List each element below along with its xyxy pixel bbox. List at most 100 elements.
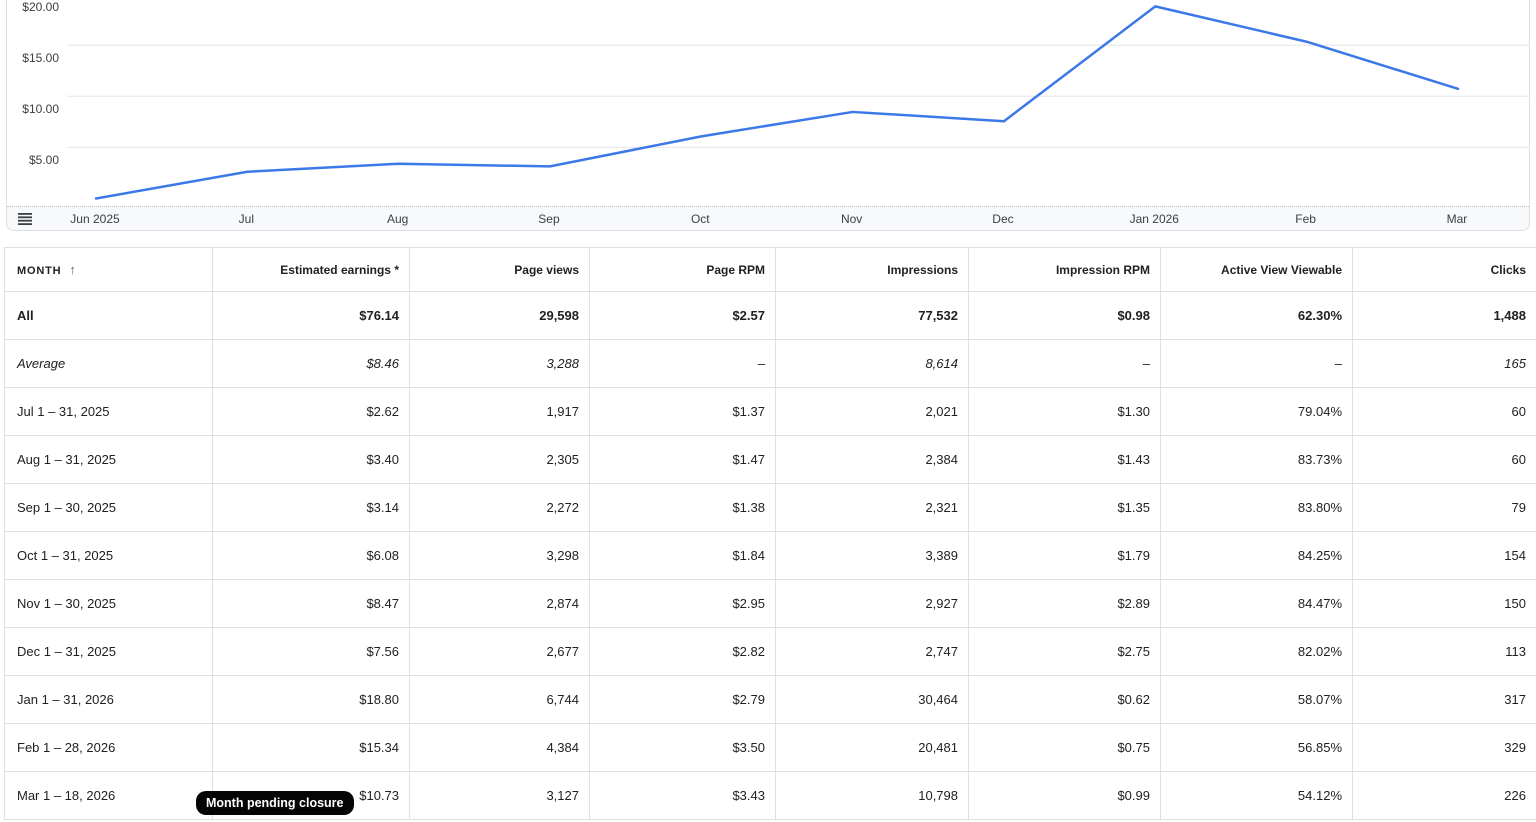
x-axis-tick-label: Sep <box>538 212 560 226</box>
cell-estimated-earnings: $2.62 <box>212 387 410 436</box>
cell-page-views: 6,744 <box>409 675 590 724</box>
cell-clicks: 165 <box>1352 339 1536 388</box>
cell-month: All <box>4 291 213 340</box>
cell-estimated-earnings: $3.40 <box>212 435 410 484</box>
cell-clicks: 79 <box>1352 483 1536 532</box>
cell-month: Mar 1 – 18, 2026 <box>4 771 213 820</box>
table-row-month: Feb 1 – 28, 2026 $15.34 4,384 $3.50 20,481 $0… <box>4 723 1536 772</box>
column-header-clicks[interactable]: Clicks <box>1352 247 1536 292</box>
cell-active-view-viewable: 54.12% <box>1160 771 1353 820</box>
cell-impression-rpm: $2.75 <box>968 627 1161 676</box>
cell-page-views: 2,677 <box>409 627 590 676</box>
chart-table-toggle-icon[interactable] <box>17 213 33 225</box>
cell-clicks: 113 <box>1352 627 1536 676</box>
cell-page-rpm: $1.84 <box>589 531 776 580</box>
cell-estimated-earnings: $3.14 <box>212 483 410 532</box>
chart-plot-area[interactable] <box>67 0 1527 206</box>
x-axis-tick-label: Jan 2026 <box>1129 212 1179 226</box>
cell-page-rpm: $2.57 <box>589 291 776 340</box>
cell-month: Nov 1 – 30, 2025 <box>4 579 213 628</box>
cell-page-views: 3,288 <box>409 339 590 388</box>
cell-impression-rpm: – <box>968 339 1161 388</box>
cell-active-view-viewable: 84.47% <box>1160 579 1353 628</box>
cell-impressions: 2,384 <box>775 435 969 484</box>
earnings-chart-card: $20.00 $15.00 $10.00 $5.00 Jun 2025 Jul Aug Se… <box>6 0 1530 231</box>
chart-x-axis-strip: Jun 2025 Jul Aug Sep Oct Nov Dec Jan 2026 Feb Mar <box>7 206 1529 230</box>
column-header-active-view-viewable[interactable]: Active View Viewable <box>1160 247 1353 292</box>
cell-page-rpm: $1.37 <box>589 387 776 436</box>
cell-active-view-viewable: 58.07% <box>1160 675 1353 724</box>
cell-impression-rpm: $1.79 <box>968 531 1161 580</box>
column-header-label: Active View Viewable <box>1221 262 1342 277</box>
x-axis-tick-label: Dec <box>992 212 1014 226</box>
column-header-label: MONTH <box>17 265 62 277</box>
cell-page-rpm: $2.82 <box>589 627 776 676</box>
column-header-estimated-earnings[interactable]: Estimated earnings * <box>212 247 410 292</box>
table-row-month: Aug 1 – 31, 2025 $3.40 2,305 $1.47 2,384 $1.4… <box>4 435 1536 484</box>
column-header-label: Impression RPM <box>1055 262 1150 277</box>
table-row-total: All $76.14 29,598 $2.57 77,532 $0.98 62.30% 1,4… <box>4 291 1536 340</box>
cell-page-rpm: $1.38 <box>589 483 776 532</box>
cell-month: Dec 1 – 31, 2025 <box>4 627 213 676</box>
cell-active-view-viewable: – <box>1160 339 1353 388</box>
cell-active-view-viewable: 83.80% <box>1160 483 1353 532</box>
y-axis: $20.00 $15.00 $10.00 $5.00 <box>1 0 59 208</box>
cell-page-rpm: $1.47 <box>589 435 776 484</box>
table-row-month: Dec 1 – 31, 2025 $7.56 2,677 $2.82 2,747 $2.7… <box>4 627 1536 676</box>
cell-impressions: 2,927 <box>775 579 969 628</box>
cell-page-views: 2,305 <box>409 435 590 484</box>
cell-page-views: 3,298 <box>409 531 590 580</box>
column-header-impression-rpm[interactable]: Impression RPM <box>968 247 1161 292</box>
x-axis-tick-label: Jul <box>238 212 254 226</box>
cell-impression-rpm: $1.30 <box>968 387 1161 436</box>
cell-page-rpm: $2.95 <box>589 579 776 628</box>
column-header-impressions[interactable]: Impressions <box>775 247 969 292</box>
cell-active-view-viewable: 62.30% <box>1160 291 1353 340</box>
list-lines-icon <box>18 213 32 225</box>
cell-clicks: 150 <box>1352 579 1536 628</box>
y-axis-tick-label: $20.00 <box>22 0 59 15</box>
table-row-month: Jan 1 – 31, 2026 $18.80 6,744 $2.79 30,464 $0… <box>4 675 1536 724</box>
month-pending-closure-tooltip: Month pending closure <box>196 791 354 815</box>
cell-month: Oct 1 – 31, 2025 <box>4 531 213 580</box>
cell-page-views: 3,127 <box>409 771 590 820</box>
cell-active-view-viewable: 56.85% <box>1160 723 1353 772</box>
sort-ascending-icon: ↑ <box>69 262 76 277</box>
cell-clicks: 60 <box>1352 387 1536 436</box>
column-header-page-views[interactable]: Page views <box>409 247 590 292</box>
cell-month: Average <box>4 339 213 388</box>
cell-page-rpm: $2.79 <box>589 675 776 724</box>
cell-month: Sep 1 – 30, 2025 <box>4 483 213 532</box>
x-axis-tick-label: Nov <box>840 212 863 226</box>
cell-clicks: 154 <box>1352 531 1536 580</box>
cell-impressions: 2,321 <box>775 483 969 532</box>
cell-month: Jul 1 – 31, 2025 <box>4 387 213 436</box>
cell-page-rpm: $3.43 <box>589 771 776 820</box>
cell-page-rpm: – <box>589 339 776 388</box>
column-header-label: Clicks <box>1490 262 1526 277</box>
cell-clicks: 317 <box>1352 675 1536 724</box>
cell-estimated-earnings: $7.56 <box>212 627 410 676</box>
table-row-month: Jul 1 – 31, 2025 $2.62 1,917 $1.37 2,021 $1.3… <box>4 387 1536 436</box>
table-row-month: Nov 1 – 30, 2025 $8.47 2,874 $2.95 2,927 $2.8… <box>4 579 1536 628</box>
table-row-month: Sep 1 – 30, 2025 $3.14 2,272 $1.38 2,321 $1.3… <box>4 483 1536 532</box>
cell-month: Feb 1 – 28, 2026 <box>4 723 213 772</box>
cell-impressions: 77,532 <box>775 291 969 340</box>
cell-clicks: 329 <box>1352 723 1536 772</box>
column-header-label: Page RPM <box>706 262 765 277</box>
cell-impression-rpm: $2.89 <box>968 579 1161 628</box>
cell-month: Jan 1 – 31, 2026 <box>4 675 213 724</box>
column-header-month[interactable]: MONTH ↑ <box>4 247 213 292</box>
x-axis-tick-label: Feb <box>1295 212 1316 226</box>
cell-estimated-earnings: $8.46 <box>212 339 410 388</box>
y-axis-tick-label: $5.00 <box>28 153 59 168</box>
cell-page-rpm: $3.50 <box>589 723 776 772</box>
cell-active-view-viewable: 83.73% <box>1160 435 1353 484</box>
cell-estimated-earnings: $76.14 <box>212 291 410 340</box>
column-header-page-rpm[interactable]: Page RPM <box>589 247 776 292</box>
cell-page-views: 2,272 <box>409 483 590 532</box>
cell-page-views: 1,917 <box>409 387 590 436</box>
table-header-row: MONTH ↑ Estimated earnings * Page views Page… <box>4 247 1536 292</box>
cell-estimated-earnings: $6.08 <box>212 531 410 580</box>
cell-impressions: 3,389 <box>775 531 969 580</box>
